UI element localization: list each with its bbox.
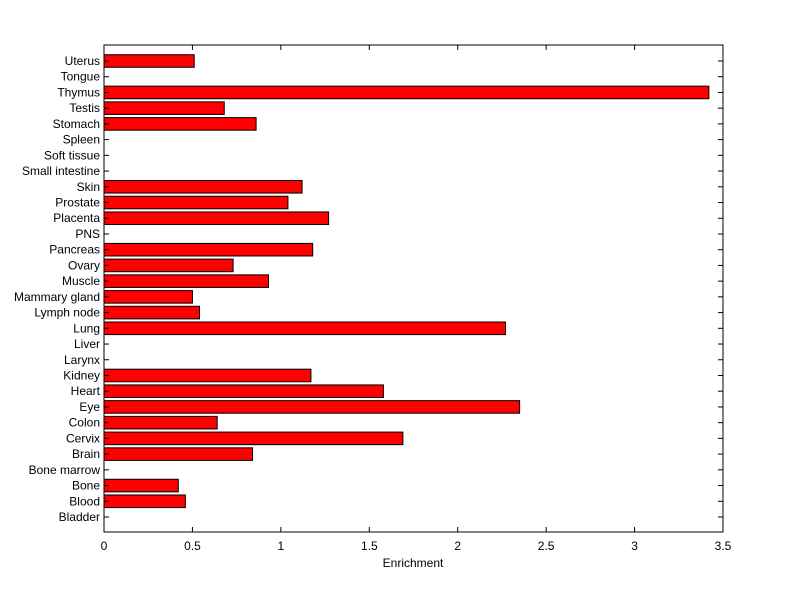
y-tick-label-stomach: Stomach <box>53 117 100 131</box>
y-tick-label-bladder: Bladder <box>59 510 100 524</box>
y-tick-label-pancreas: Pancreas <box>49 243 100 257</box>
y-tick-label-cervix: Cervix <box>66 431 100 445</box>
bar-eye <box>103 400 521 414</box>
bar-stomach <box>103 117 257 131</box>
bar-mammary-gland <box>103 290 193 304</box>
y-tick-label-ovary: Ovary <box>68 258 100 272</box>
x-tick-label: 0 <box>101 539 108 553</box>
y-tick-label-colon: Colon <box>69 416 100 430</box>
y-tick-label-pns: PNS <box>75 227 100 241</box>
y-tick-label-tongue: Tongue <box>61 70 101 84</box>
bar-bone <box>103 478 179 493</box>
bar-cervix <box>103 431 404 446</box>
y-tick-label-mammary-gland: Mammary gland <box>14 290 100 304</box>
bar-ovary <box>103 258 234 273</box>
y-tick-label-small-intestine: Small intestine <box>22 164 100 178</box>
bar-pancreas <box>103 242 314 257</box>
bar-uterus <box>103 54 195 68</box>
x-tick-label: 2.5 <box>538 539 555 553</box>
x-tick-label: 3 <box>631 539 638 553</box>
x-tick-label: 1.5 <box>361 539 378 553</box>
bar-brain <box>103 447 254 461</box>
y-tick-label-blood: Blood <box>69 494 100 508</box>
y-tick-label-uterus: Uterus <box>65 54 100 68</box>
bar-muscle <box>103 274 269 288</box>
y-tick-label-prostate: Prostate <box>55 196 100 210</box>
bar-lymph-node <box>103 305 200 320</box>
x-axis-label: Enrichment <box>383 556 444 570</box>
bar-colon <box>103 415 218 430</box>
y-tick-label-brain: Brain <box>72 447 100 461</box>
y-tick-label-liver: Liver <box>74 337 100 351</box>
bar-blood <box>103 494 186 509</box>
bar-kidney <box>103 368 312 383</box>
bar-skin <box>103 180 303 194</box>
bar-heart <box>103 384 384 399</box>
y-tick-label-heart: Heart <box>71 384 101 398</box>
bar-placenta <box>103 211 330 226</box>
y-tick-label-larynx: Larynx <box>64 353 100 367</box>
y-tick-label-eye: Eye <box>79 400 100 414</box>
y-tick-label-thymus: Thymus <box>57 85 100 99</box>
bar-prostate <box>103 195 289 210</box>
y-tick-label-lymph-node: Lymph node <box>34 306 100 320</box>
bar-lung <box>103 321 506 336</box>
x-tick-label: 2 <box>454 539 461 553</box>
y-tick-label-placenta: Placenta <box>53 211 100 225</box>
y-tick-label-bone: Bone <box>72 479 100 493</box>
y-tick-label-bone-marrow: Bone marrow <box>29 463 101 477</box>
plot-frame <box>103 44 724 533</box>
y-tick-label-lung: Lung <box>73 321 100 335</box>
y-tick-label-spleen: Spleen <box>63 133 100 147</box>
bar-thymus <box>103 85 710 100</box>
x-tick-label: 0.5 <box>184 539 201 553</box>
y-tick-label-soft-tissue: Soft tissue <box>44 148 100 162</box>
y-tick-label-testis: Testis <box>69 101 100 115</box>
x-tick-label: 1 <box>278 539 285 553</box>
x-tick-labels: 0 0.5 1 1.5 2 2.5 3 3.5 <box>101 539 732 553</box>
y-tick-label-skin: Skin <box>77 180 100 194</box>
y-tick-label-kidney: Kidney <box>63 368 100 382</box>
bar-testis <box>103 101 225 115</box>
x-tick-label: 3.5 <box>715 539 732 553</box>
y-tick-label-muscle: Muscle <box>62 274 100 288</box>
